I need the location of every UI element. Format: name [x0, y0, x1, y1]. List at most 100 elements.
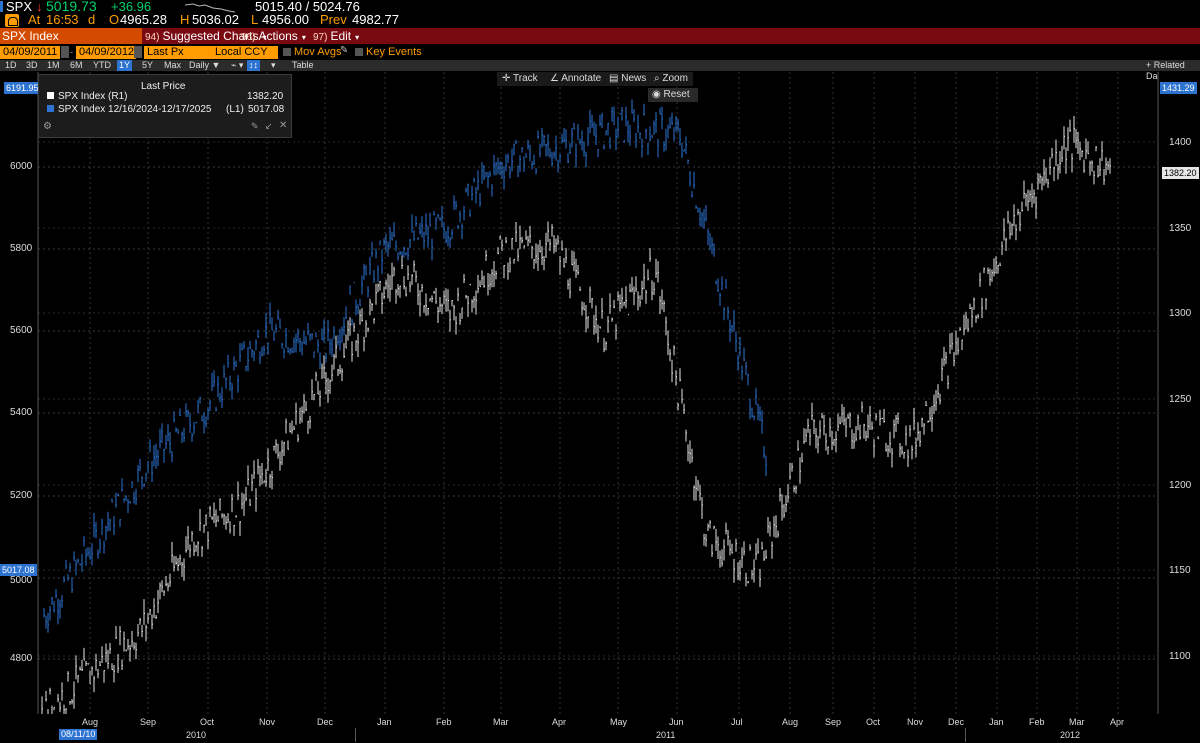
field-selector[interactable]: Last Px: [144, 46, 212, 59]
range-3d[interactable]: 3D: [26, 60, 38, 70]
month-tick: Nov: [907, 717, 924, 727]
edit-number: 97): [313, 32, 328, 43]
frequency-label: Daily: [189, 60, 210, 70]
gear-icon[interactable]: ⚙: [43, 121, 52, 132]
legend-row-l1: SPX Index 12/16/2024-12/17/2025 (L1) 501…: [47, 104, 287, 116]
bid-ask: 5015.40 / 5024.76: [255, 0, 360, 14]
settings-bar: 04/09/2011 - 04/09/2012 Last Px Local CC…: [0, 45, 1200, 60]
prev-label: Prev: [320, 12, 347, 27]
chart-grid: [37, 72, 1159, 714]
range-1d[interactable]: 1D: [5, 60, 17, 70]
month-tick: Jan: [377, 717, 392, 727]
legend-r1-name: SPX Index (R1): [58, 91, 128, 102]
month-tick: Apr: [552, 717, 567, 727]
security-marker: [0, 1, 3, 12]
legend-swatch-r1: [47, 92, 54, 99]
menu-bar: SPX Index 94) Suggested Charts ▾ 96) Action…: [0, 28, 1200, 44]
news-icon: ▤: [609, 73, 619, 84]
legend-r1-value: 1382.20: [247, 91, 284, 102]
frequency-selector[interactable]: Daily ▼: [189, 60, 221, 70]
year-label: 2011: [656, 730, 676, 740]
right-tick: 1150: [1169, 565, 1191, 576]
net-change: +36.96: [111, 0, 152, 14]
pen-icon: ∠: [550, 73, 559, 84]
right-tick: 1400: [1169, 137, 1192, 148]
legend-row-r1: SPX Index (R1) 1382.20: [47, 91, 287, 103]
quote-ticker[interactable]: SPX: [6, 0, 33, 14]
month-tick: Aug: [782, 717, 799, 727]
range-bar: 1D 3D 1M 6M YTD 1Y 5Y Max Daily ▼ ⌁ ▾ ↕↕…: [0, 60, 1200, 81]
key-events-label[interactable]: Key Events: [366, 46, 422, 58]
range-max[interactable]: Max: [164, 60, 182, 70]
pencil-icon[interactable]: ✎: [340, 45, 349, 56]
chevron-down-icon: ▾: [262, 33, 267, 42]
month-tick: Mar: [1069, 717, 1085, 727]
prev-value: 4982.77: [352, 12, 399, 27]
related-data-button[interactable]: + Related Da: [1146, 60, 1185, 81]
mov-avgs-label[interactable]: Mov Avgs: [294, 46, 342, 58]
annotate-button[interactable]: ∠ Annotate: [550, 72, 601, 86]
month-tick: Apr: [1110, 717, 1125, 727]
chart-type-icon[interactable]: ↕↕: [247, 60, 260, 71]
legend-l1-value: 5017.08: [248, 104, 285, 115]
chart-toolbar: [497, 72, 693, 86]
calendar-icon[interactable]: [61, 46, 69, 58]
open-label: O: [109, 12, 120, 27]
line-chart-icon[interactable]: ⌁ ▾: [231, 60, 244, 70]
right-tick: 1350: [1169, 223, 1192, 234]
track-button[interactable]: ✛ Track: [502, 72, 538, 86]
quote-bar: SPX ↓ 5019.73 +36.96 5015.40 / 5024.76 A…: [0, 0, 1200, 28]
right-axis-top-flag: 1431.29: [1160, 82, 1197, 94]
reset-label: Reset: [663, 89, 690, 100]
month-tick: Oct: [200, 717, 215, 727]
currency-selector[interactable]: Local CCY: [212, 46, 278, 59]
chevron-down-icon: ▾: [355, 33, 360, 42]
series-l1: [43, 99, 767, 633]
legend-title: Last Price: [141, 81, 186, 92]
zoom-button[interactable]: ⌕ Zoom: [654, 72, 688, 86]
month-tick: Dec: [948, 717, 965, 727]
calendar-icon[interactable]: [134, 46, 142, 58]
down-arrow-icon: ↓: [36, 0, 43, 14]
range-ytd[interactable]: YTD: [93, 60, 111, 70]
low-value: 4956.00: [262, 12, 309, 27]
legend-panel[interactable]: Last Price SPX Index (R1) 1382.20 SPX In…: [38, 74, 292, 138]
open-value: 4965.28: [120, 12, 167, 27]
range-1y[interactable]: 1Y: [117, 60, 133, 71]
mov-avgs-checkbox[interactable]: [283, 48, 291, 56]
range-dash: -: [70, 47, 73, 57]
close-icon[interactable]: ✕: [279, 120, 288, 131]
reset-button[interactable]: ◉ Reset: [648, 88, 698, 102]
range-5y[interactable]: 5Y: [142, 60, 154, 70]
annotate-label: Annotate: [561, 73, 602, 84]
table-button[interactable]: Table: [292, 60, 314, 70]
suggested-charts-button[interactable]: 94) Suggested Charts ▾: [142, 28, 270, 44]
start-date-flag: 08/11/10: [59, 729, 98, 740]
start-date-field[interactable]: 04/09/2011: [0, 46, 60, 59]
series-r1: [39, 115, 1111, 735]
actions-button[interactable]: 96) Actions ▾: [238, 28, 309, 44]
high-label: H: [180, 12, 190, 27]
news-button[interactable]: ▤ News: [609, 72, 646, 86]
left-tick: 5800: [10, 243, 33, 254]
key-events-checkbox[interactable]: [355, 48, 363, 56]
time-label: At: [28, 12, 41, 27]
chevron-down-icon[interactable]: ▾: [271, 60, 276, 70]
month-tick: Jun: [669, 717, 684, 727]
legend-l1-tag: (L1): [226, 104, 244, 115]
collapse-icon[interactable]: ↙: [265, 121, 273, 131]
end-date-field[interactable]: 04/09/2012: [76, 46, 136, 59]
edit-button[interactable]: 97) Edit ▾: [310, 28, 362, 44]
month-tick: Feb: [1029, 717, 1045, 727]
month-tick: Nov: [259, 717, 276, 727]
right-tick: 1100: [1169, 651, 1191, 662]
pin-icon[interactable]: ✎: [251, 121, 259, 131]
range-6m[interactable]: 6M: [70, 60, 83, 70]
high-value: 5036.02: [192, 12, 239, 27]
range-1m[interactable]: 1M: [47, 60, 60, 70]
left-tick: 5600: [10, 325, 33, 336]
month-tick: Dec: [317, 717, 334, 727]
security-field[interactable]: SPX Index: [0, 28, 142, 44]
month-tick: Oct: [866, 717, 881, 727]
